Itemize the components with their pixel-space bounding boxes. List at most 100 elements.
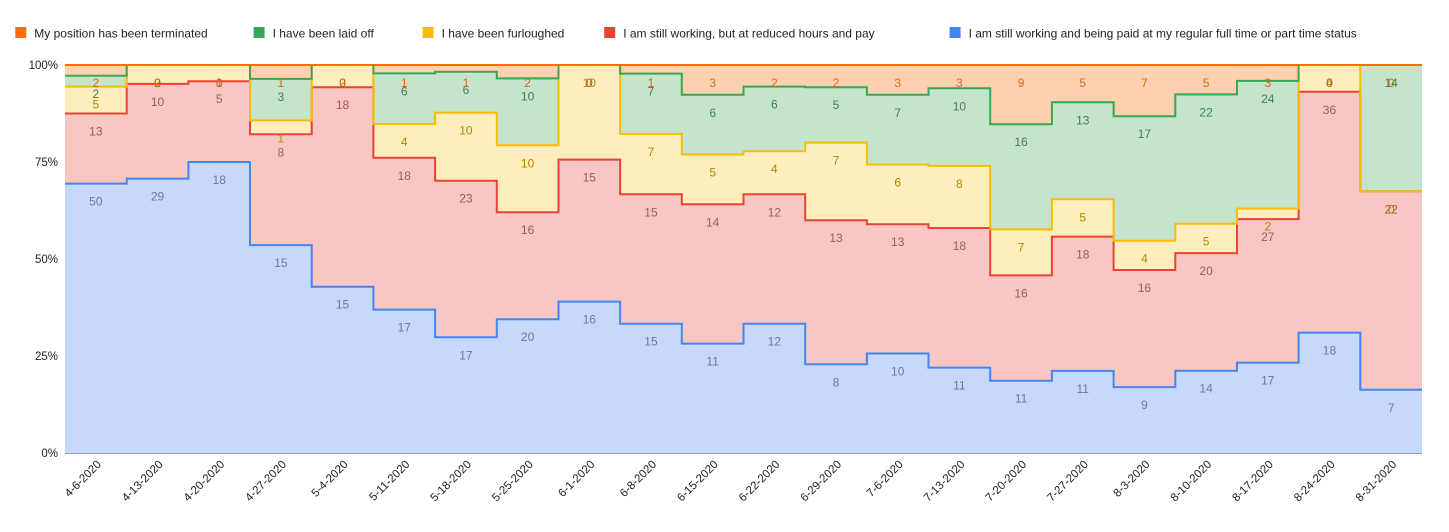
data-label: 4 [1326,76,1333,90]
data-label: 1 [463,76,470,90]
data-labels: 50 29181515171720161511128101111119141718… [89,76,1398,415]
data-label: 13 [1076,113,1090,127]
data-label: 1 [401,76,408,90]
data-label: 12 [768,205,782,219]
data-label: 13 [891,235,905,249]
data-label: 22 [1199,105,1213,119]
data-label: 7 [1018,240,1025,254]
data-label: 6 [771,98,778,112]
y-tick-label: 0% [41,448,58,460]
data-label: 5 [1079,76,1086,90]
data-label: 0 [339,76,346,90]
data-label: 15 [644,205,658,219]
area-i-am-still-working-and-being-paid-at-my- [65,162,1422,453]
legend-item: I am still working, but at reduced hours… [604,27,875,41]
data-label: 0 [586,76,593,90]
data-label: 5 [709,166,716,180]
data-label: 16 [1014,286,1028,300]
line-i-am-still-working-and-being-paid-at-my- [65,161,1422,391]
data-label: 11 [706,355,719,369]
data-label: 7 [833,154,840,168]
data-label: 17 [459,348,473,362]
data-label: 36 [1323,103,1337,117]
data-label: 6 [709,106,716,120]
data-label: 0 [216,76,223,90]
data-label: 4 [401,135,408,149]
data-label: 18 [1076,248,1090,262]
x-tick-label: 6-22-2020 [737,459,783,505]
data-label: 9 [1018,76,1025,90]
data-label: 11 [1077,382,1090,396]
data-label: 22 [1384,202,1398,216]
data-label: 14 [1199,382,1213,396]
data-label: 14 [1384,76,1398,90]
data-label: 0 [154,76,161,90]
data-label: 16 [1138,281,1152,295]
data-label: 27 [1261,230,1275,244]
data-label: 2 [833,76,840,90]
data-label: 3 [1264,76,1271,90]
data-label: 6 [894,175,901,189]
data-label: 0 [1326,76,1333,90]
data-label: 3 [709,76,716,90]
data-label: 18 [398,169,412,183]
data-label: 5 [1203,235,1210,249]
x-tick-label: 7-20-2020 [984,459,1030,505]
y-tick-label: 25% [35,351,58,363]
legend-label: I am still working and being paid at my … [969,27,1357,41]
data-label: 3 [278,90,285,104]
y-axis: 0% 25% 50% 75% 100% [29,60,58,460]
data-label: 10 [521,156,535,170]
data-label: 11 [1015,392,1028,406]
legend-swatch [949,27,961,38]
data-label: 18 [213,173,227,187]
x-tick-label: 6-29-2020 [799,459,845,505]
data-label: 1 [648,76,655,90]
data-label: 1 [216,76,223,90]
data-label: 6 [463,83,470,97]
data-label: 20 [521,330,535,344]
data-label: 5 [833,98,840,112]
data-label: 2 [92,87,99,101]
data-label: 23 [459,192,473,206]
data-label: 50 [89,195,103,209]
data-label: 16 [521,223,535,237]
x-tick-label: 8-17-2020 [1230,459,1276,505]
data-label: 13 [829,231,843,245]
series-lines [65,64,1422,391]
x-tick-label: 8-24-2020 [1292,459,1338,505]
data-label: 18 [336,98,350,112]
x-tick-label: 4-13-2020 [120,459,166,505]
x-tick-label: 4-27-2020 [243,459,289,505]
data-label: 4 [1141,252,1148,266]
data-label: 10 [151,95,165,109]
data-label: 10 [521,89,535,103]
x-tick-label: 4-6-2020 [63,459,104,500]
series-areas [65,65,1422,453]
legend-label: I have been furloughed [442,27,565,41]
data-label: 15 [274,256,288,270]
x-tick-label: 5-18-2020 [428,459,474,505]
data-label: 15 [583,171,597,185]
data-label: 17 [398,321,412,335]
data-label: 14 [706,215,720,229]
legend: My position has been terminated I have be… [15,27,1357,41]
data-label: 7 [1141,76,1148,90]
legend-swatch [422,27,434,38]
data-label: 7 [648,85,655,99]
x-tick-label: 8-31-2020 [1354,459,1400,505]
data-label: 11 [953,379,966,393]
x-tick-label: 7-27-2020 [1045,459,1091,505]
data-label: 7 [1388,401,1395,415]
data-label: 10 [891,365,905,379]
data-label: 6 [401,84,408,98]
legend-label: I am still working, but at reduced hours… [623,27,874,41]
data-label: 15 [336,298,350,312]
x-tick-label: 6-8-2020 [618,459,659,500]
area-i-have-been-furloughed [65,65,1422,276]
legend-item: I am still working and being paid at my … [949,27,1357,41]
data-label: 2 [524,76,531,90]
data-label: 10 [459,124,473,138]
data-label: 18 [953,239,967,253]
